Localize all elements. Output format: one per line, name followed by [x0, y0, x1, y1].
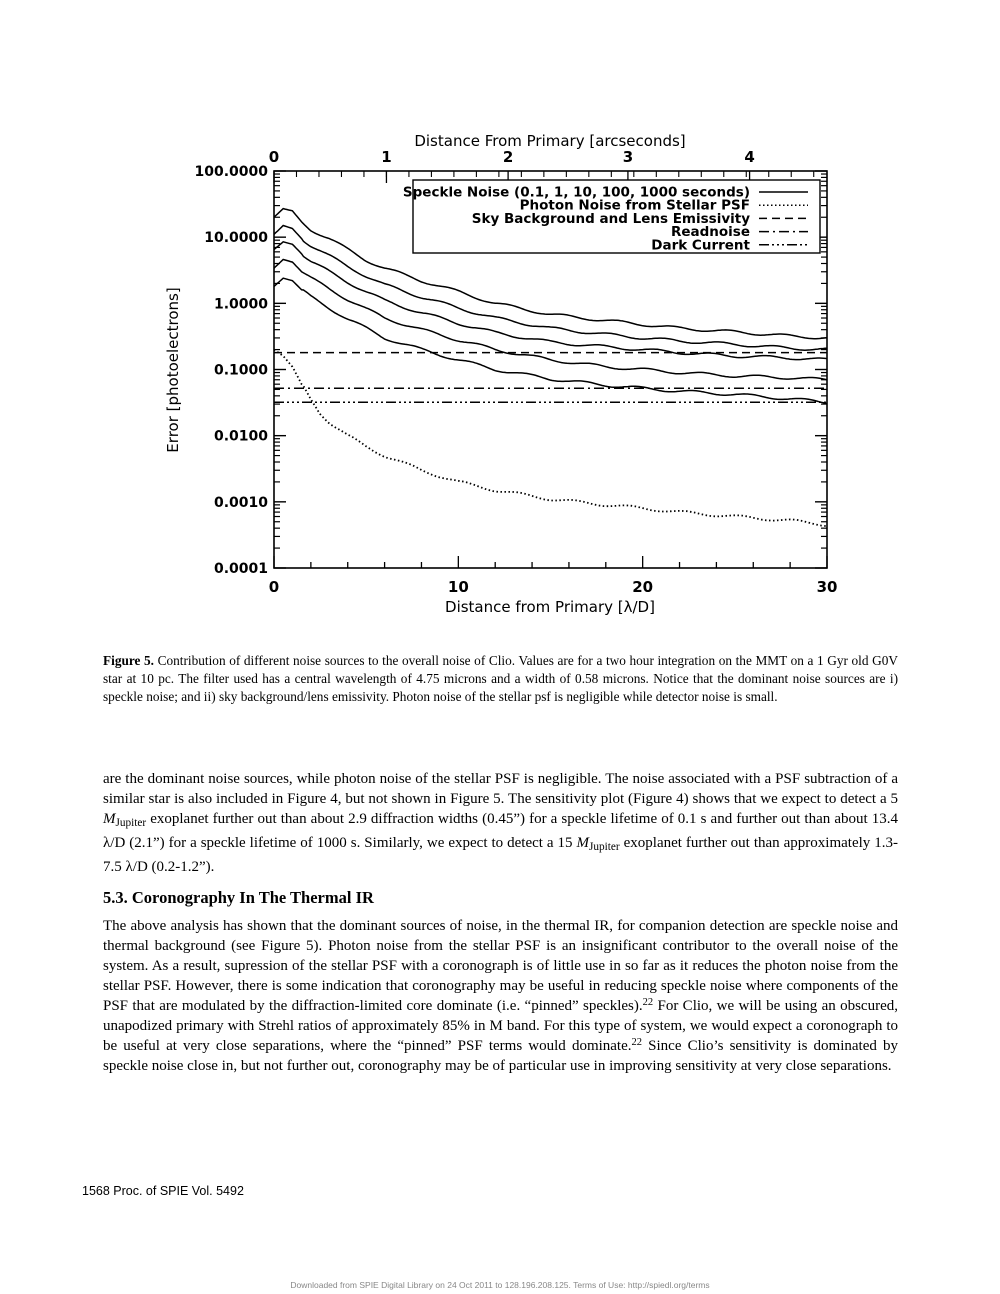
paragraph-coronography: The above analysis has shown that the do… — [103, 916, 898, 1076]
y-axis-title: Error [photoelectrons] — [164, 287, 182, 452]
legend-box — [412, 179, 821, 254]
para1-text-2: exoplanet further out than about 2.9 dif… — [103, 811, 898, 851]
y-tick-label: 0.0100 — [214, 429, 268, 445]
series-line-dotted — [273, 348, 828, 527]
y-tick-label: 0.1000 — [214, 363, 268, 379]
y-tick-label: 100.0000 — [194, 164, 268, 180]
para2-text-1: The above analysis has shown that the do… — [103, 918, 898, 1014]
legend-label: Readnoise — [671, 224, 750, 240]
x2-tick-label: 1 — [381, 148, 391, 166]
noise-figure: 100.0000 10.0000 1.0000 0.1000 0.0100 0.0010 0… — [164, 132, 838, 616]
series-line-solid — [273, 258, 828, 381]
x-tick-label: 30 — [817, 578, 838, 596]
caption-text: Contribution of different noise sources … — [103, 653, 898, 704]
download-notice: Downloaded from SPIE Digital Library on … — [290, 1280, 710, 1290]
para1-mass-subscript-1: Jupiter — [115, 816, 147, 829]
bottom-axis-title: Distance from Primary [λ/D] — [445, 598, 655, 616]
y-tick-label: 10.0000 — [204, 230, 268, 246]
x-tick-label: 20 — [632, 578, 653, 596]
x2-tick-label: 3 — [623, 148, 633, 166]
legend-label: Photon Noise from Stellar PSF — [520, 198, 750, 214]
legend-label: Sky Background and Lens Emissivity — [472, 211, 750, 227]
y-tick-label: 0.0001 — [214, 561, 268, 577]
citation-ref-1[interactable]: 22 — [642, 996, 654, 1008]
paragraph-intro: are the dominant noise sources, while ph… — [103, 769, 898, 877]
citation-ref-2[interactable]: 22 — [631, 1036, 643, 1048]
series-line-solid — [273, 277, 828, 405]
x-tick-label: 10 — [448, 578, 469, 596]
para1-text-1: are the dominant noise sources, while ph… — [103, 771, 898, 807]
y-tick-label: 1.0000 — [214, 296, 268, 312]
figure-caption: Figure 5. Contribution of different nois… — [103, 652, 898, 706]
x2-tick-label: 0 — [269, 148, 279, 166]
y-tick-label: 0.0010 — [214, 495, 268, 511]
x-tick-label: 0 — [269, 578, 279, 596]
para1-mass-subscript-2: Jupiter — [589, 840, 620, 853]
para1-mass-symbol-1: M — [103, 811, 116, 827]
para2-text-2: For Clio, we will be using an obscured, … — [103, 998, 898, 1054]
caption-label: Figure 5. — [103, 653, 155, 668]
top-axis-title: Distance From Primary [arcseconds] — [414, 132, 685, 150]
para1-mass-symbol-2: M — [576, 834, 590, 851]
page-footer: 1568 Proc. of SPIE Vol. 5492 — [82, 1184, 244, 1198]
series-line-solid — [273, 240, 828, 361]
legend-label: Speckle Noise (0.1, 1, 10, 100, 1000 sec… — [403, 185, 750, 201]
para2-text-3: Since Clio’s sensitivity is dominated by… — [103, 1038, 898, 1074]
series-line-solid — [273, 207, 828, 340]
x2-tick-label: 4 — [744, 148, 754, 166]
para1-text-3: exoplanet further out than approximately… — [103, 834, 898, 875]
section-heading: 5.3. Coronography In The Thermal IR — [103, 888, 374, 907]
legend-label: Dark Current — [651, 237, 750, 253]
series-line-solid — [273, 224, 828, 351]
x2-tick-label: 2 — [503, 148, 513, 166]
